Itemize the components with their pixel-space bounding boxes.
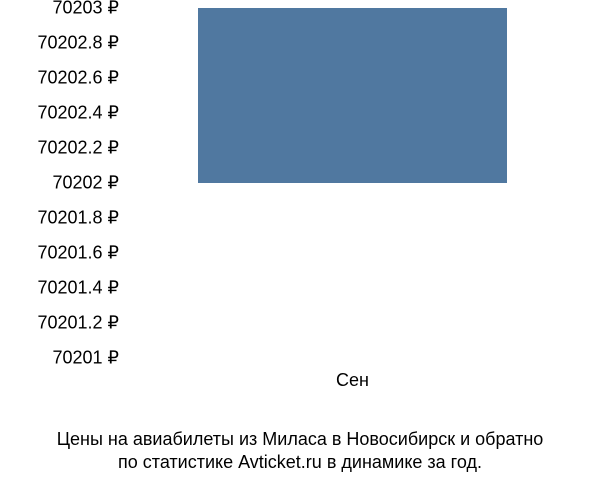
y-tick-label: 70202.4 ₽ <box>0 103 119 124</box>
chart-caption: Цены на авиабилеты из Миласа в Новосибир… <box>0 428 600 475</box>
y-tick-label: 70201.4 ₽ <box>0 278 119 299</box>
bar <box>198 8 507 183</box>
caption-line-2: по статистике Avticket.ru в динамике за … <box>0 451 600 474</box>
x-tick-label: Сен <box>336 370 369 391</box>
y-axis: 70203 ₽ 70202.8 ₽ 70202.6 ₽ 70202.4 ₽ 70202.… <box>0 0 125 378</box>
y-tick-label: 70202.8 ₽ <box>0 33 119 54</box>
y-tick-label: 70202 ₽ <box>0 173 119 194</box>
y-tick-label: 70202.6 ₽ <box>0 68 119 89</box>
y-tick-label: 70201.8 ₽ <box>0 208 119 229</box>
y-tick-label: 70203 ₽ <box>0 0 119 19</box>
y-tick-label: 70202.2 ₽ <box>0 138 119 159</box>
y-tick-label: 70201 ₽ <box>0 348 119 369</box>
price-chart: 70203 ₽ 70202.8 ₽ 70202.6 ₽ 70202.4 ₽ 70202.… <box>0 0 600 500</box>
caption-line-1: Цены на авиабилеты из Миласа в Новосибир… <box>0 428 600 451</box>
y-tick-label: 70201.6 ₽ <box>0 243 119 264</box>
plot-area <box>125 8 580 358</box>
y-tick-label: 70201.2 ₽ <box>0 313 119 334</box>
